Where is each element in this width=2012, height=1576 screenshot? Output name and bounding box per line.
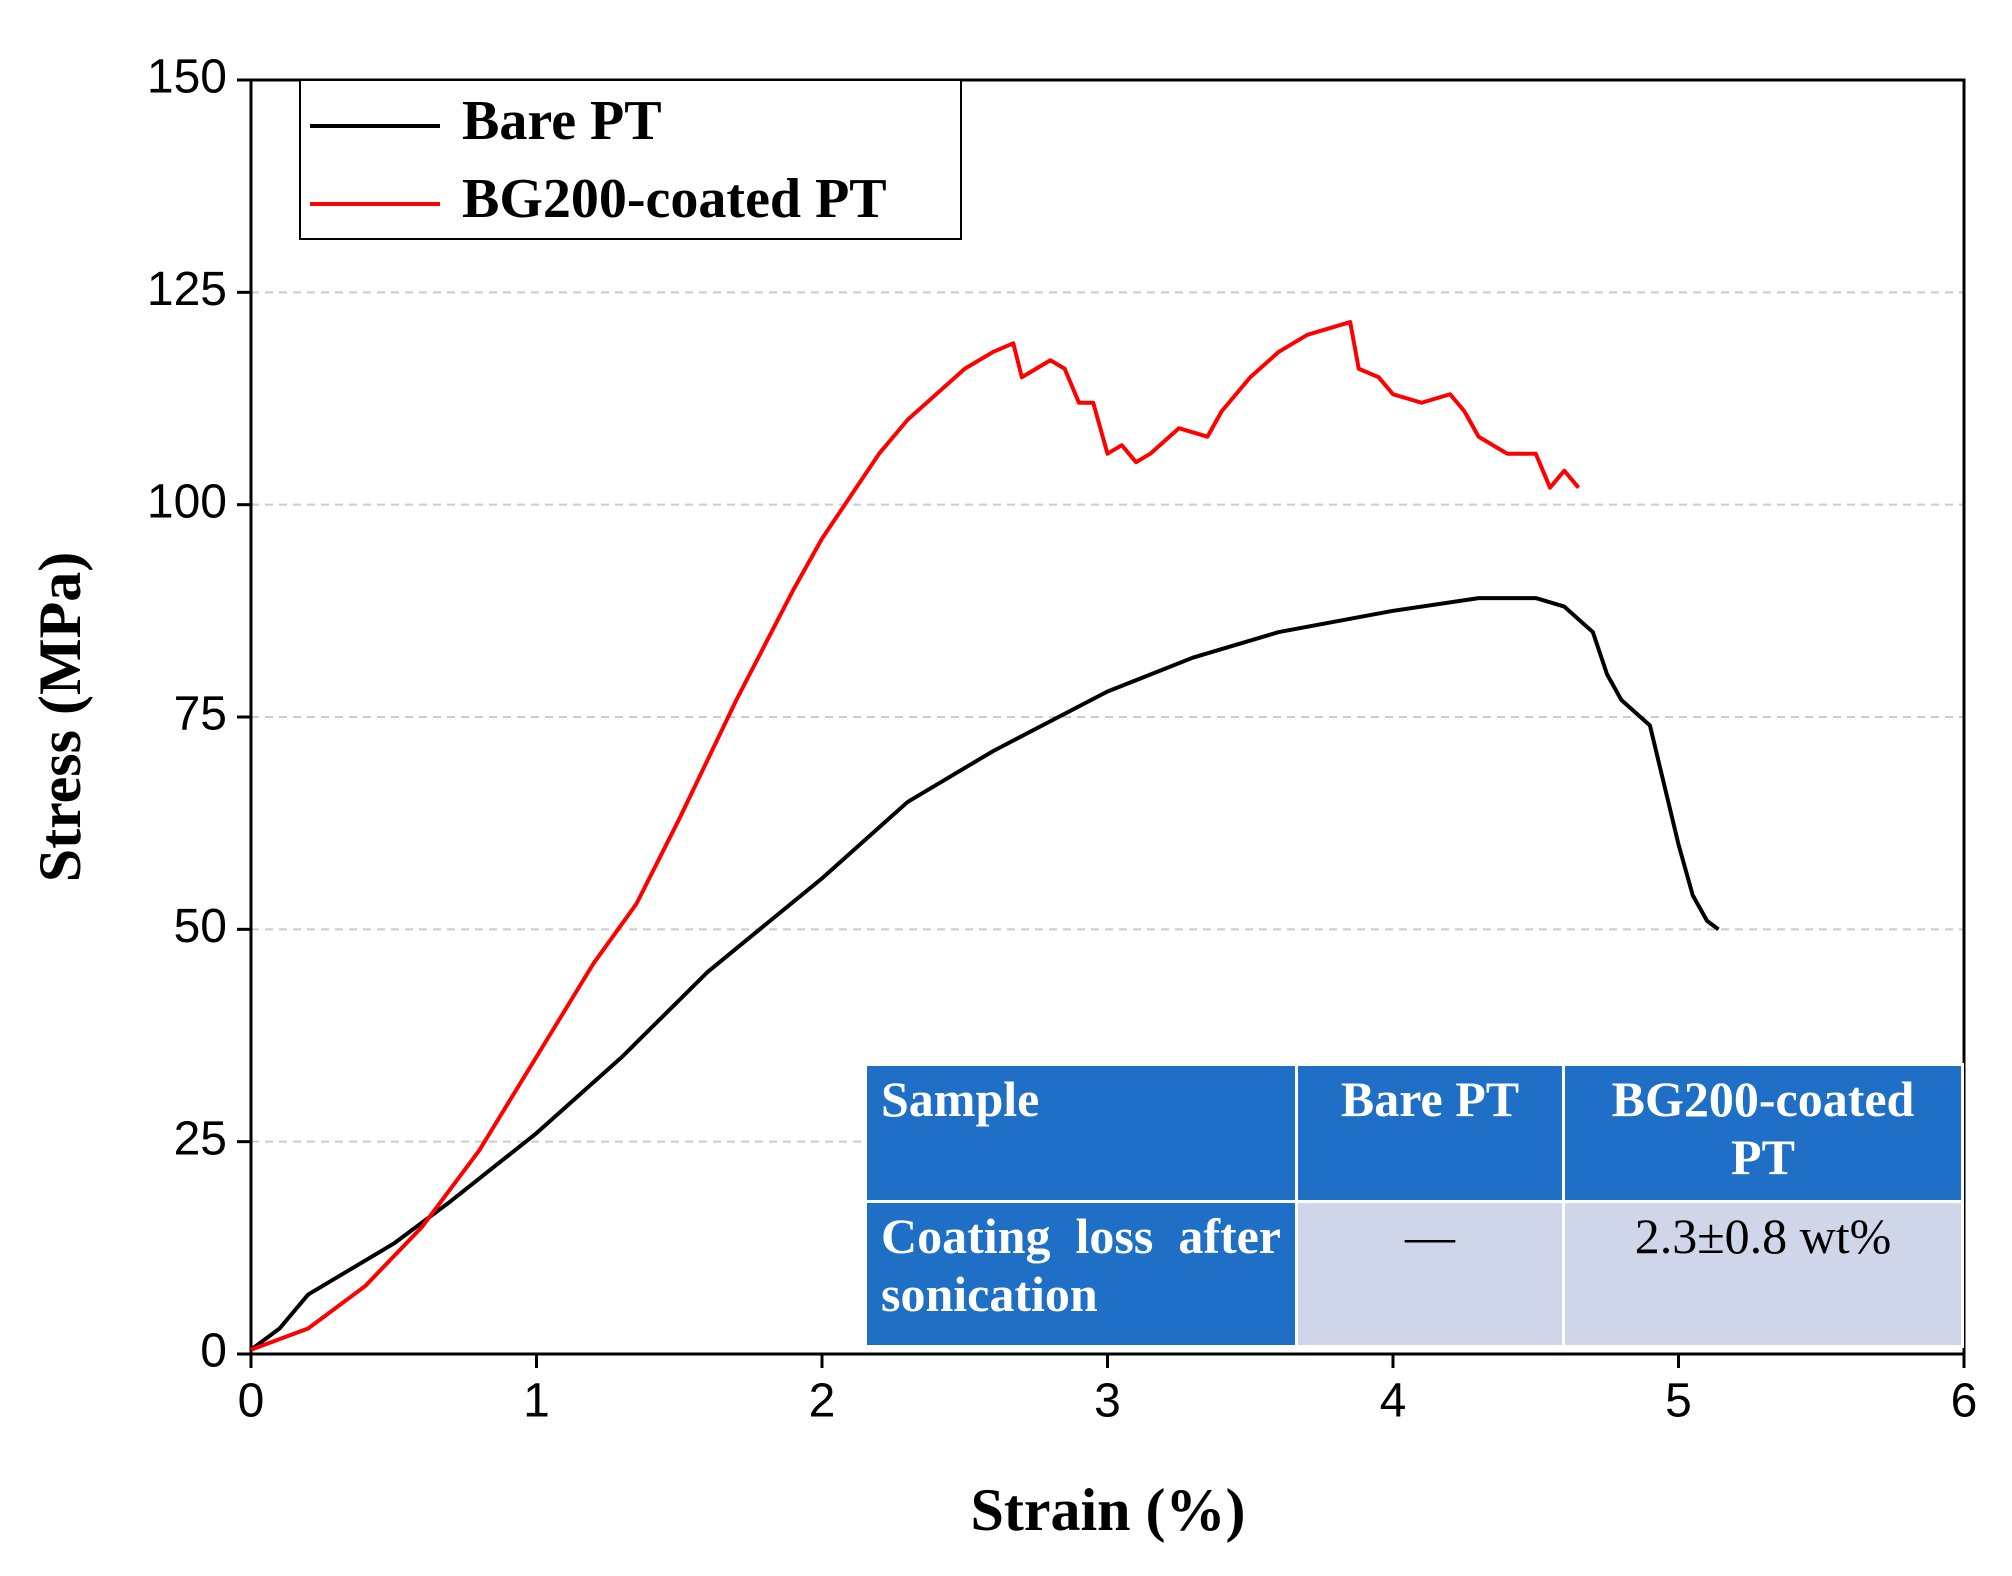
x-tick-label: 1 — [523, 1375, 550, 1428]
inset-table: Sample Bare PT BG200-coated PT Coating l… — [864, 1063, 1964, 1348]
table-header: Sample — [864, 1063, 1298, 1203]
y-tick-label: 0 — [200, 1325, 227, 1378]
x-tick-label: 6 — [1951, 1375, 1978, 1428]
table-cell: Coating loss after sonication — [864, 1200, 1298, 1348]
y-tick-label: 100 — [147, 475, 227, 528]
data-line — [249, 596, 1720, 1352]
plot-frame — [249, 78, 1966, 1356]
legend-box — [299, 79, 962, 240]
table-cell: 2.3±0.8 wt% — [1562, 1200, 1964, 1348]
x-tick-label: 3 — [1094, 1375, 1121, 1428]
table-header: Bare PT — [1295, 1063, 1565, 1203]
y-tick-label: 125 — [147, 263, 227, 316]
table-cell: — — [1295, 1200, 1565, 1348]
x-axis-title: Strain (%) — [971, 1477, 1246, 1543]
y-tick-label: 150 — [147, 51, 227, 104]
x-tick-label: 4 — [1380, 1375, 1407, 1428]
y-tick-label: 50 — [174, 900, 227, 953]
table-header: BG200-coated PT — [1562, 1063, 1964, 1203]
legend-label: BG200-coated PT — [462, 168, 887, 230]
x-tick-label: 2 — [809, 1375, 836, 1428]
x-tick-label: 0 — [238, 1375, 265, 1428]
y-tick-label: 75 — [174, 688, 227, 741]
legend-label: Bare PT — [462, 90, 662, 152]
y-axis-title: Stress (MPa) — [27, 552, 93, 882]
y-tick-label: 25 — [174, 1112, 227, 1165]
x-tick-label: 5 — [1665, 1375, 1692, 1428]
data-line — [250, 320, 1581, 1352]
